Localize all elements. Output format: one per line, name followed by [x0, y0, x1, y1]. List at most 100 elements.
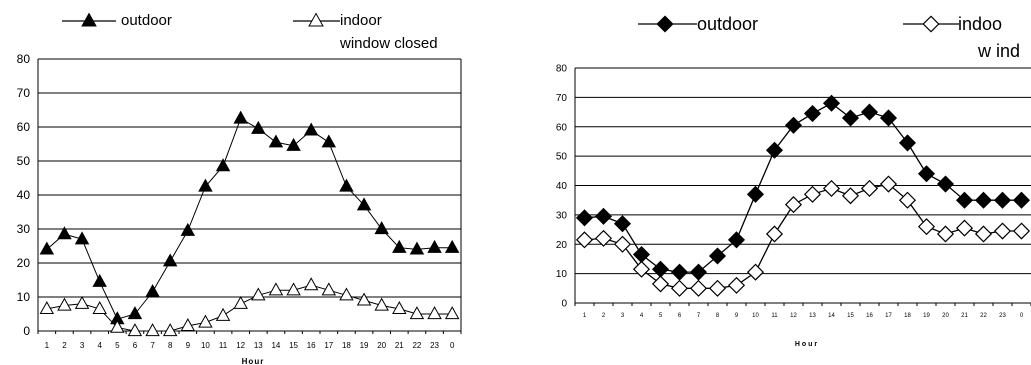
x-tick-label: 1 [45, 341, 50, 350]
x-tick-label: 19 [923, 313, 930, 319]
x-tick-label: 15 [289, 341, 298, 350]
data-point [57, 297, 72, 311]
data-point [651, 260, 670, 278]
x-tick-label: 9 [735, 313, 739, 319]
legend-label-line2: w ind [977, 41, 1020, 61]
x-axis-title: Hour [795, 341, 819, 348]
data-point [57, 226, 72, 240]
data-point [268, 134, 284, 148]
x-tick-label: 10 [201, 341, 210, 350]
y-tick-label: 20 [556, 240, 568, 251]
x-tick-label: 4 [97, 341, 102, 350]
data-point [822, 94, 841, 112]
data-point [841, 109, 860, 127]
x-tick-label: 8 [168, 341, 173, 350]
x-tick-label: 5 [115, 341, 120, 350]
data-point [898, 134, 917, 152]
data-point [409, 241, 425, 255]
data-point [215, 307, 231, 321]
data-point [321, 282, 337, 296]
data-point [39, 301, 55, 315]
x-tick-label: 7 [150, 341, 155, 350]
data-point [613, 215, 632, 233]
data-point [955, 219, 974, 237]
y-tick-label: 30 [17, 222, 31, 236]
data-point [374, 221, 389, 235]
y-tick-label: 0 [23, 324, 30, 338]
series-indoor [39, 277, 460, 337]
y-tick-label: 10 [17, 290, 31, 304]
data-point [339, 178, 354, 192]
x-tick-label: 13 [809, 313, 816, 319]
data-point [409, 306, 425, 320]
y-tick-label: 60 [556, 122, 568, 133]
data-point [162, 253, 178, 267]
legend-label: indoo [958, 14, 1002, 34]
data-point [670, 279, 689, 297]
x-tick-label: 23 [430, 341, 439, 350]
y-tick-label: 40 [17, 188, 31, 202]
x-tick-label: 17 [885, 313, 892, 319]
data-point [427, 306, 442, 320]
data-point [898, 191, 917, 209]
data-point [917, 165, 936, 183]
x-tick-label: 19 [360, 341, 369, 350]
x-tick-label: 21 [961, 313, 968, 319]
data-point [860, 103, 879, 121]
x-tick-label: 0 [1020, 313, 1024, 319]
x-axis-title: Hour [242, 357, 265, 365]
data-point [74, 295, 90, 309]
y-tick-label: 80 [17, 52, 31, 66]
y-tick-label: 70 [17, 86, 31, 100]
data-point [708, 279, 727, 297]
x-tick-label: 8 [716, 313, 720, 319]
data-point [727, 231, 746, 249]
data-point [215, 158, 231, 172]
x-tick-label: 22 [980, 313, 987, 319]
data-point [110, 319, 125, 333]
y-tick-label: 40 [556, 181, 568, 192]
data-point [955, 191, 974, 209]
x-tick-label: 13 [254, 341, 263, 350]
data-point [651, 275, 670, 293]
x-tick-label: 12 [790, 313, 797, 319]
data-point [1012, 222, 1031, 240]
x-tick-label: 2 [62, 341, 67, 350]
x-tick-label: 12 [236, 341, 245, 350]
data-point [392, 301, 407, 315]
data-point [286, 137, 301, 151]
data-point [392, 239, 407, 253]
data-point [917, 218, 936, 236]
x-tick-label: 23 [999, 313, 1006, 319]
y-tick-label: 80 [556, 64, 568, 75]
data-point [427, 239, 442, 253]
data-point [879, 109, 898, 127]
x-tick-label: 17 [324, 341, 333, 350]
data-point [632, 260, 651, 278]
x-tick-label: 22 [412, 341, 421, 350]
data-point [632, 245, 651, 264]
data-point [145, 284, 160, 298]
data-point [879, 175, 898, 193]
data-point [127, 306, 143, 320]
data-point [860, 179, 879, 197]
data-point [594, 207, 613, 225]
x-tick-label: 2 [602, 313, 606, 319]
legend-marker [81, 12, 97, 27]
series-outdoor [575, 94, 1031, 281]
data-point [268, 282, 284, 296]
data-point [575, 231, 594, 249]
legend-item-outdoor: outdoor [638, 14, 758, 34]
data-point [198, 314, 213, 328]
x-tick-label: 6 [678, 313, 682, 319]
series-line [46, 117, 453, 320]
data-point [303, 277, 319, 291]
data-point [180, 318, 196, 332]
data-point [784, 116, 803, 134]
x-tick-label: 3 [621, 313, 625, 319]
y-tick-label: 10 [556, 269, 568, 280]
x-tick-label: 20 [377, 341, 386, 350]
legend-item-indoo: indoo w ind [903, 14, 1020, 61]
